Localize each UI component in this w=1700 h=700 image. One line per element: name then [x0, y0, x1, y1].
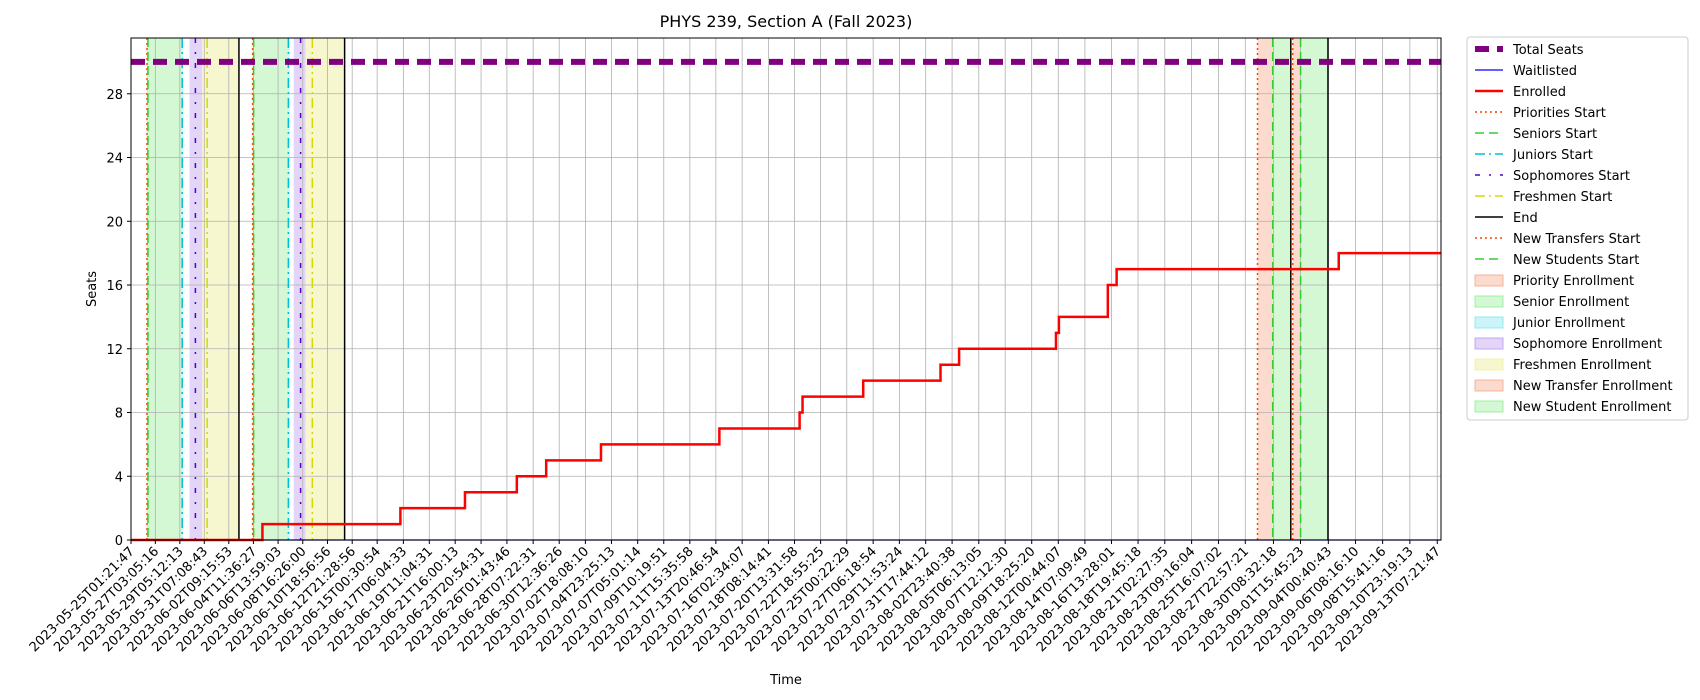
legend-entry-label: Juniors Start	[1512, 148, 1593, 163]
legend-swatch	[1474, 358, 1504, 371]
legend-entry-label: Sophomore Enrollment	[1513, 337, 1662, 352]
legend-entry-label: New Students Start	[1513, 253, 1639, 268]
y-tick-label: 12	[106, 343, 123, 358]
legend-entry-label: Junior Enrollment	[1512, 316, 1625, 331]
y-tick-label: 28	[106, 88, 123, 103]
legend-swatch	[1474, 295, 1504, 308]
y-axis-label: Seats	[85, 271, 100, 307]
span-priority-enrollment	[1257, 38, 1273, 540]
legend-box	[1466, 36, 1689, 421]
x-axis-ticks: 2023-05-25T01:21:472023-05-27T03:05:1620…	[27, 540, 1444, 655]
x-axis-label: Time	[769, 673, 802, 688]
y-axis-ticks: 0 4 8 12 16 20 24 28	[106, 88, 131, 549]
legend-entry-label: Total Seats	[1512, 43, 1584, 58]
legend: Total Seats Waitlisted Enrolled Priorities …	[1466, 36, 1689, 421]
chart-title: PHYS 239, Section A (Fall 2023)	[660, 12, 913, 31]
legend-swatch	[1474, 400, 1504, 413]
event-lines	[146, 38, 1329, 540]
legend-swatch	[1474, 274, 1504, 287]
legend-entry-label: Enrolled	[1513, 85, 1566, 100]
legend-entry-label: Priorities Start	[1513, 106, 1606, 121]
legend-swatch	[1474, 379, 1504, 392]
legend-entry-label: Waitlisted	[1513, 64, 1577, 79]
y-tick-label: 8	[115, 407, 123, 422]
y-tick-label: 16	[106, 279, 123, 294]
legend-entry-label: New Student Enrollment	[1513, 400, 1671, 415]
span-senior-enrollment	[147, 38, 183, 540]
grid-lines	[130, 38, 1441, 541]
y-tick-label: 24	[106, 152, 123, 167]
plot-frame	[130, 37, 1442, 541]
span-senior-enrollment	[253, 38, 289, 540]
span-junior-enrollment	[288, 38, 290, 540]
span-new-transfer-enrollment	[1292, 38, 1301, 540]
span-freshmen-enrollment	[305, 38, 345, 540]
legend-entry-label: Senior Enrollment	[1513, 295, 1629, 310]
span-sophomore-enrollment	[293, 38, 306, 540]
enrollment-spans	[146, 38, 1328, 540]
legend-entry-label: New Transfer Enrollment	[1513, 379, 1673, 394]
series-enrolled	[131, 251, 1441, 542]
legend-swatch	[1474, 337, 1504, 350]
span-junior-enrollment	[182, 38, 184, 540]
legend-entry-label: Sophomores Start	[1513, 169, 1630, 184]
span-senior-enrollment	[1272, 38, 1291, 540]
y-tick-label: 4	[115, 470, 123, 485]
legend-entry-label: Freshmen Enrollment	[1513, 358, 1651, 373]
span-freshmen-enrollment	[202, 38, 239, 540]
legend-entry-label: Freshmen Start	[1513, 190, 1612, 205]
legend-entry-label: New Transfers Start	[1513, 232, 1640, 247]
y-tick-label: 20	[106, 215, 123, 230]
legend-entry-label: Priority Enrollment	[1513, 274, 1634, 289]
y-tick-label: 0	[115, 534, 123, 549]
span-new-student-enrollment	[1300, 38, 1328, 540]
legend-entry-label: Seniors Start	[1513, 127, 1597, 142]
legend-entry-label: End	[1513, 211, 1538, 226]
legend-swatch	[1474, 316, 1504, 329]
